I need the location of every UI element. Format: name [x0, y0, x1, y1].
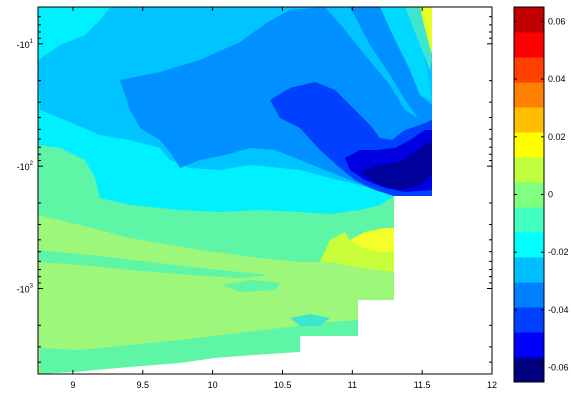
colorbar-tick-label: -0.02 — [548, 247, 569, 257]
colorbar-tick-label: 0.02 — [548, 132, 566, 142]
colorbar-swatch — [514, 7, 544, 33]
colorbar-swatch — [514, 132, 544, 158]
contour-level-yellow-mid — [350, 228, 394, 252]
contour-level-teal-band — [38, 250, 270, 278]
contour-level-blue-right — [350, 7, 432, 125]
colorbar-swatch — [514, 357, 544, 383]
colorbar-swatch — [514, 32, 544, 58]
colorbar-swatch — [514, 207, 544, 233]
colorbar-tick-label: 0.06 — [548, 16, 566, 26]
colorbar-swatch — [514, 57, 544, 83]
masked-region-right — [38, 7, 492, 374]
colorbar-swatch — [514, 282, 544, 308]
colorbar-swatch — [514, 182, 544, 208]
colorbar-swatch — [514, 257, 544, 283]
x-tick-label: 10.5 — [274, 380, 292, 390]
plot-frame — [37, 6, 493, 375]
contour-level-teal-lower — [40, 320, 358, 374]
x-tick-label: 12 — [487, 380, 497, 390]
colorbar-tick-label: -0.06 — [548, 363, 569, 373]
y-tick-label: -101 — [17, 39, 34, 50]
contour-level-cyan-lobe — [38, 7, 110, 60]
colorbar-swatch — [514, 157, 544, 183]
colorbar-swatch — [514, 307, 544, 333]
x-tick-label: 11 — [348, 380, 357, 390]
contour-level-yellow-top — [420, 7, 432, 55]
colorbar-tick-label: 0 — [548, 190, 553, 200]
x-tick-label: 10 — [208, 380, 218, 390]
colorbar-swatch — [514, 232, 544, 258]
x-tick-label: 9 — [70, 380, 75, 390]
x-tick-label: 9.5 — [137, 380, 150, 390]
colorbar-swatch — [514, 82, 544, 108]
colorbar-swatch — [514, 107, 544, 133]
colorbar: -0.06 -0.04 -0.02 0 0.02 0.04 0.06 — [513, 6, 569, 383]
x-axis: 9 9.5 10 10.5 11 11.5 12 — [70, 7, 497, 390]
contour-level-teal-patch — [222, 280, 280, 292]
y-tick-label: -102 — [17, 161, 34, 172]
colorbar-tick-label: -0.04 — [548, 305, 569, 315]
colorbar-swatch — [514, 332, 544, 358]
contour-level-yellowgreen-mid — [320, 232, 394, 272]
x-tick-label: 11.5 — [414, 380, 431, 390]
colorbar-tick-label: 0.04 — [548, 74, 566, 84]
contour-level-minimum-core — [360, 142, 432, 190]
y-axis: -101 -102 -103 — [17, 6, 492, 375]
y-tick-label: -103 — [17, 283, 34, 294]
contour-level-light-teal — [290, 314, 330, 326]
contour-plot-area — [38, 7, 492, 374]
